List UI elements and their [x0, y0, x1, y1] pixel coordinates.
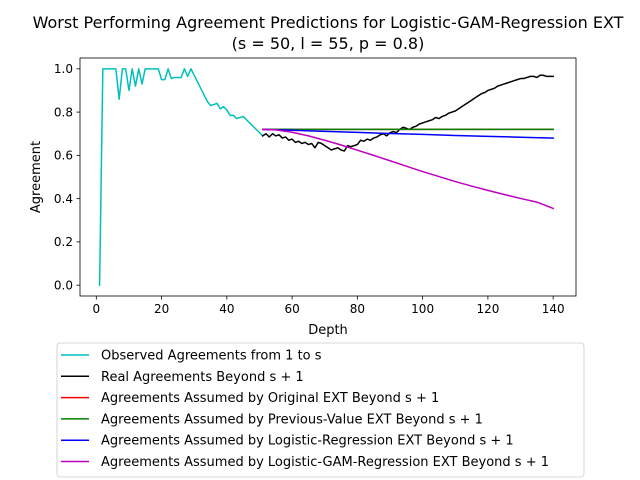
y-tick-label: 0.4: [54, 192, 73, 206]
legend-label-4: Agreements Assumed by Logistic-Regressio…: [101, 434, 514, 449]
y-tick-label: 0.0: [54, 278, 73, 292]
x-tick-label: 140: [542, 302, 565, 316]
x-tick-label: 40: [219, 302, 234, 316]
y-axis-label: Agreement: [29, 141, 44, 213]
legend-label-1: Real Agreements Beyond s + 1: [101, 370, 304, 385]
plot-frame: [79, 57, 577, 297]
x-tick-label: 80: [350, 302, 365, 316]
legend-frame: [56, 342, 585, 478]
series-layer: [98, 68, 555, 286]
y-tick-label: 0.6: [54, 149, 73, 163]
series-line-0: [98, 68, 264, 286]
x-tick-label: 120: [476, 302, 499, 316]
x-tick-label: 100: [411, 302, 434, 316]
x-tick-label: 20: [154, 302, 169, 316]
chart-subtitle: (s = 50, l = 55, p = 0.8): [232, 34, 425, 53]
y-tick-label: 0.2: [54, 235, 73, 249]
x-tick-label: 60: [284, 302, 299, 316]
legend-label-2: Agreements Assumed by Original EXT Beyon…: [101, 391, 439, 406]
x-tick-label: 0: [92, 302, 100, 316]
legend-label-0: Observed Agreements from 1 to s: [101, 349, 322, 364]
chart-title: Worst Performing Agreement Predictions f…: [33, 13, 624, 32]
y-tick-label: 0.8: [54, 105, 73, 119]
legend-label-3: Agreements Assumed by Previous-Value EXT…: [101, 412, 483, 427]
series-line-1: [261, 74, 554, 152]
legend: Observed Agreements from 1 to s Real Agre…: [56, 342, 585, 478]
y-tick-label: 1.0: [54, 62, 73, 76]
axes-layer: 0 20 40 60 80 100 120 140 0.0 0.2 0.4 0.6 0.8 1.0: [54, 57, 577, 316]
legend-label-5: Agreements Assumed by Logistic-GAM-Regre…: [101, 455, 549, 470]
x-axis-label: Depth: [308, 323, 348, 338]
series-line-5: [261, 128, 555, 210]
series-line-4: [261, 128, 554, 139]
